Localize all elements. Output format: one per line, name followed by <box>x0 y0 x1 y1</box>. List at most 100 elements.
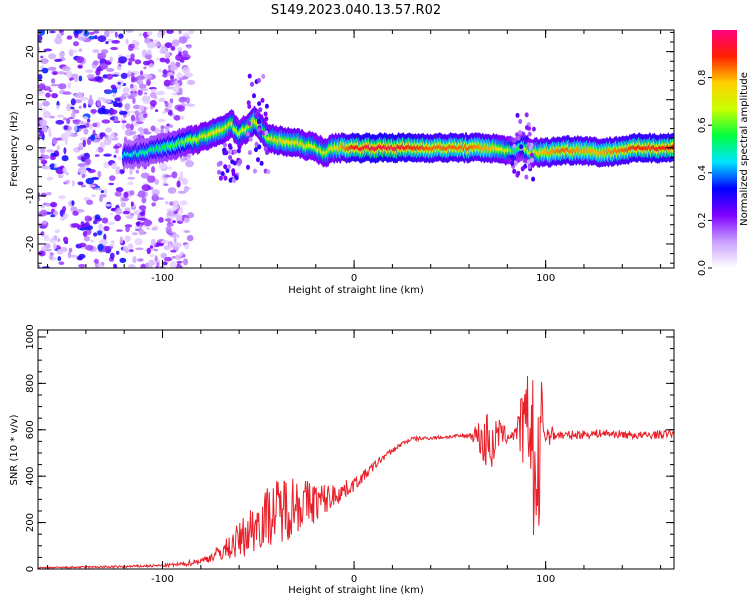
noise-speckle <box>62 206 67 212</box>
excursion-speckle <box>228 177 233 183</box>
noise-speckle <box>56 145 60 151</box>
noise-speckle <box>176 234 180 238</box>
noise-speckle <box>76 56 85 64</box>
noise-speckle <box>57 71 66 75</box>
noise-speckle <box>156 90 166 96</box>
chart-title: S149.2023.040.13.57.R02 <box>271 3 441 18</box>
noise-speckle <box>149 245 153 249</box>
noise-speckle <box>84 221 90 228</box>
excursion-speckle <box>257 144 262 150</box>
excursion-speckle <box>220 171 225 177</box>
excursion-speckle <box>234 175 239 181</box>
noise-speckle <box>141 184 151 192</box>
noise-speckle <box>60 32 64 36</box>
noise-speckle <box>134 43 140 47</box>
noise-speckle <box>97 97 106 101</box>
noise-speckle <box>146 226 151 230</box>
noise-speckle <box>99 195 103 203</box>
noise-speckle <box>42 220 47 225</box>
noise-speckle <box>143 31 148 39</box>
noise-speckle <box>158 119 165 122</box>
noise-speckle <box>165 52 171 58</box>
noise-speckle <box>137 127 144 132</box>
noise-speckle <box>160 252 167 259</box>
noise-speckle <box>150 125 156 132</box>
noise-speckle <box>127 181 134 186</box>
noise-speckle <box>156 261 160 268</box>
y-tick-label: -20 <box>25 236 36 252</box>
noise-speckle <box>176 260 183 264</box>
excursion-speckle <box>524 174 529 180</box>
noise-speckle <box>95 148 100 152</box>
noise-speckle <box>73 49 78 53</box>
noise-speckle <box>122 87 130 94</box>
excursion-speckle <box>228 155 233 160</box>
noise-speckle <box>138 83 147 90</box>
noise-speckle <box>130 130 137 135</box>
noise-speckle <box>77 181 84 186</box>
noise-speckle <box>124 235 132 243</box>
noise-speckle <box>125 225 130 233</box>
noise-speckle <box>57 174 65 177</box>
noise-speckle <box>38 264 41 268</box>
noise-speckle <box>183 185 189 193</box>
noise-speckle <box>166 210 174 217</box>
excursion-speckle <box>218 160 223 166</box>
noise-speckle <box>58 261 65 266</box>
noise-speckle <box>91 194 96 198</box>
noise-speckle <box>42 100 50 107</box>
excursion-speckle <box>222 147 227 153</box>
noise-speckle <box>138 228 144 236</box>
noise-speckle <box>159 57 166 63</box>
noise-speckle <box>130 114 136 122</box>
noise-speckle <box>132 256 137 264</box>
noise-speckle <box>131 232 139 236</box>
noise-speckle <box>171 256 177 259</box>
noise-speckle <box>42 111 51 119</box>
excursion-speckle <box>247 120 252 126</box>
noise-speckle <box>149 253 155 258</box>
noise-speckle <box>143 92 148 95</box>
noise-speckle <box>162 69 168 75</box>
excursion-speckle <box>520 166 525 172</box>
noise-speckle <box>46 149 55 153</box>
excursion-speckle <box>510 154 515 160</box>
noise-speckle <box>80 121 84 124</box>
excursion-speckle <box>247 104 252 109</box>
noise-speckle <box>162 110 167 114</box>
noise-speckle <box>178 36 188 44</box>
noise-speckle <box>88 31 95 35</box>
noise-speckle <box>85 69 94 73</box>
colorbar-gradient <box>712 30 737 268</box>
noise-speckle <box>130 53 135 59</box>
noise-speckle <box>114 148 119 154</box>
noise-speckle <box>54 229 61 234</box>
noise-speckle <box>55 137 63 141</box>
noise-speckle <box>101 261 105 266</box>
noise-speckle <box>62 167 67 173</box>
noise-speckle <box>88 184 96 188</box>
noise-speckle <box>74 32 79 39</box>
noise-speckle <box>49 155 56 161</box>
noise-speckle <box>131 75 136 83</box>
noise-speckle <box>53 210 58 216</box>
noise-speckle <box>63 125 69 130</box>
noise-speckle <box>168 232 174 236</box>
noise-speckle <box>145 262 149 268</box>
excursion-speckle <box>256 78 261 83</box>
excursion-speckle <box>526 159 531 165</box>
noise-speckle <box>178 96 187 103</box>
noise-speckle <box>167 101 173 109</box>
noise-speckle <box>136 221 141 227</box>
noise-speckle <box>172 41 180 45</box>
noise-speckle <box>53 167 59 171</box>
noise-speckle <box>76 34 84 38</box>
noise-speckle <box>186 44 192 49</box>
noise-speckle <box>178 50 182 57</box>
noise-speckle <box>56 104 60 110</box>
noise-speckle <box>172 220 176 224</box>
noise-speckle <box>67 82 72 89</box>
noise-speckle <box>143 60 150 66</box>
noise-speckle <box>93 30 100 34</box>
noise-speckle <box>97 243 104 251</box>
